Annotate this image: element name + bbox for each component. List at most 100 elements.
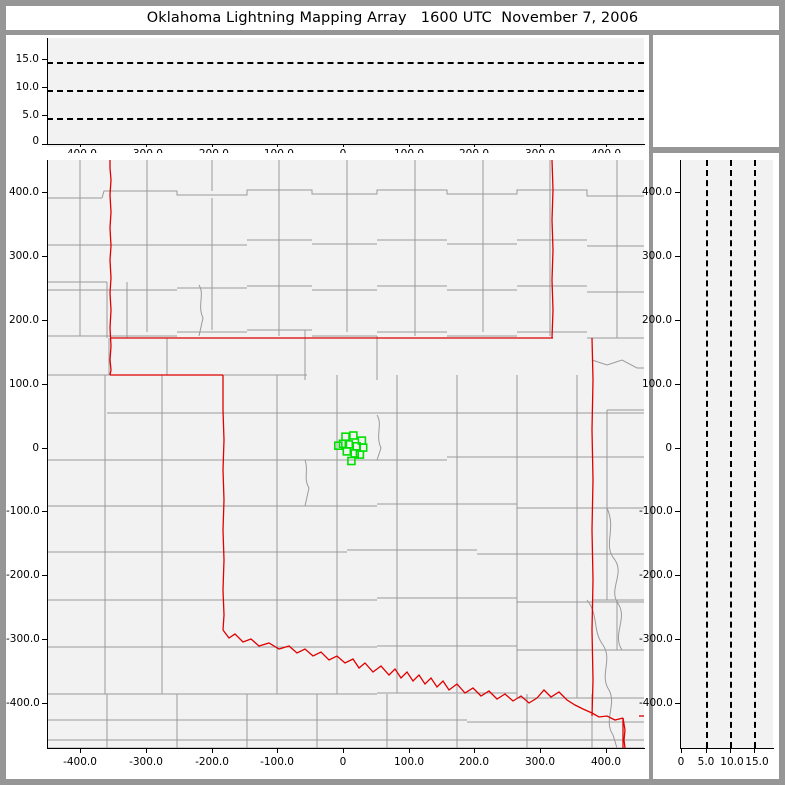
map-x-tick-n200 — [212, 748, 213, 753]
gridline-10 — [730, 160, 732, 748]
map-y-tick-n200 — [42, 575, 48, 576]
right-x-tick-0 — [681, 748, 682, 753]
gridline-5 — [706, 160, 708, 748]
right-x-ticklabel-0: 0 — [677, 756, 685, 768]
altitude-distance-panel: 400.0 300.0 200.0 100.0 0 -100.0 -200.0 … — [639, 153, 779, 779]
gridline-15 — [47, 62, 644, 64]
x-tick-n400 — [80, 144, 81, 149]
map-x-ticklabel-n100: -100.0 — [260, 756, 294, 768]
right-y-tick-200 — [675, 320, 681, 321]
right-y-axis-line — [680, 160, 681, 749]
right-y-tick-300 — [675, 256, 681, 257]
right-y-tick-100 — [675, 384, 681, 385]
x-tick-n200 — [212, 144, 213, 149]
right-x-ticklabel-10: 10.0 — [720, 756, 744, 768]
map-y-ticklabel-n200: -200.0 — [6, 569, 40, 581]
plan-view-panel: 400.0 300.0 200.0 100.0 0 -100.0 -200.0 … — [6, 153, 649, 779]
map-x-tick-n400 — [80, 748, 81, 753]
right-y-ticklabel-300: 300.0 — [641, 250, 672, 262]
map-y-tick-n300 — [42, 639, 48, 640]
map-y-tick-n400 — [42, 703, 48, 704]
right-y-ticklabel-400: 400.0 — [641, 186, 672, 198]
right-x-tick-10 — [730, 748, 731, 753]
map-x-axis-line — [47, 748, 645, 749]
map-y-ticklabel-n300: -300.0 — [6, 633, 40, 645]
map-y-ticklabel-400: 400.0 — [8, 186, 39, 198]
map-x-ticklabel-n400: -400.0 — [63, 756, 97, 768]
y-tick-5 — [42, 115, 48, 116]
map-y-ticklabel-0: 0 — [32, 442, 39, 454]
lma-source-marker — [355, 450, 365, 459]
lma-source-marker — [349, 431, 358, 440]
right-x-ticklabel-5: 5.0 — [697, 756, 715, 768]
y-tick-10 — [42, 87, 48, 88]
map-y-tick-n100 — [42, 511, 48, 512]
map-x-tick-200 — [474, 748, 475, 753]
y-axis-line — [47, 38, 48, 144]
y-ticklabel-5: 5.0 — [22, 109, 39, 121]
lma-source-markers — [333, 431, 368, 466]
blank-panel — [653, 35, 779, 147]
right-y-tick-n400 — [675, 703, 681, 704]
x-tick-100 — [409, 144, 410, 149]
gridline-10 — [47, 90, 644, 92]
map-y-tick-300 — [42, 256, 48, 257]
gridline-15 — [754, 160, 756, 748]
map-x-tick-300 — [540, 748, 541, 753]
map-y-ticklabel-n100: -100.0 — [6, 505, 40, 517]
x-tick-400 — [606, 144, 607, 149]
altitude-time-panel: 15.0 10.0 5.0 0 — [6, 35, 649, 149]
right-y-ticklabel-n100: -100.0 — [639, 505, 673, 517]
gridline-5 — [47, 118, 644, 120]
altitude-distance-plot-area — [680, 160, 773, 748]
map-y-tick-100 — [42, 384, 48, 385]
right-x-tick-5 — [706, 748, 707, 753]
right-x-ticklabel-15: 15.0 — [745, 756, 769, 768]
lma-source-marker — [347, 456, 356, 466]
right-y-tick-n200 — [675, 575, 681, 576]
map-x-tick-n300 — [146, 748, 147, 753]
x-tick-n300 — [146, 144, 147, 149]
y-tick-0 — [42, 144, 48, 145]
map-y-axis-line — [47, 160, 48, 749]
map-x-ticklabel-300: 300.0 — [524, 756, 556, 768]
right-x-axis-line — [680, 748, 774, 749]
map-y-ticklabel-300: 300.0 — [8, 250, 39, 262]
lma-source-marker — [342, 447, 352, 456]
map-y-tick-400 — [42, 192, 48, 193]
right-y-ticklabel-0: 0 — [665, 442, 672, 454]
map-y-ticklabel-200: 200.0 — [8, 314, 39, 326]
map-graphic — [47, 160, 644, 748]
plan-view-plot-area[interactable] — [47, 160, 644, 748]
lma-source-marker — [333, 441, 343, 451]
right-y-ticklabel-n400: -400.0 — [639, 697, 673, 709]
map-y-ticklabel-100: 100.0 — [8, 378, 39, 390]
map-x-tick-0 — [343, 748, 344, 753]
right-y-tick-n300 — [675, 639, 681, 640]
map-x-ticklabel-400: 400.0 — [590, 756, 622, 768]
title-bar: Oklahoma Lightning Mapping Array 1600 UT… — [6, 6, 779, 30]
x-axis-line — [47, 144, 645, 145]
x-tick-n100 — [277, 144, 278, 149]
map-x-ticklabel-0: 0 — [339, 756, 347, 768]
x-tick-200 — [474, 144, 475, 149]
map-y-tick-0 — [42, 448, 48, 449]
y-ticklabel-0: 0 — [32, 135, 39, 147]
map-x-ticklabel-100: 100.0 — [393, 756, 425, 768]
map-x-ticklabel-200: 200.0 — [458, 756, 490, 768]
map-x-tick-100 — [409, 748, 410, 753]
right-y-ticklabel-100: 100.0 — [641, 378, 672, 390]
map-x-tick-n100 — [277, 748, 278, 753]
altitude-time-plot-area — [47, 38, 644, 147]
x-tick-300 — [540, 144, 541, 149]
map-y-tick-200 — [42, 320, 48, 321]
x-tick-0 — [343, 144, 344, 149]
right-y-tick-400 — [675, 192, 681, 193]
y-ticklabel-15: 15.0 — [15, 53, 39, 65]
right-y-ticklabel-n300: -300.0 — [639, 633, 673, 645]
right-x-tick-15 — [754, 748, 755, 753]
right-y-tick-n100 — [675, 511, 681, 512]
map-x-tick-400 — [606, 748, 607, 753]
right-y-tick-0 — [675, 448, 681, 449]
right-y-ticklabel-n200: -200.0 — [639, 569, 673, 581]
